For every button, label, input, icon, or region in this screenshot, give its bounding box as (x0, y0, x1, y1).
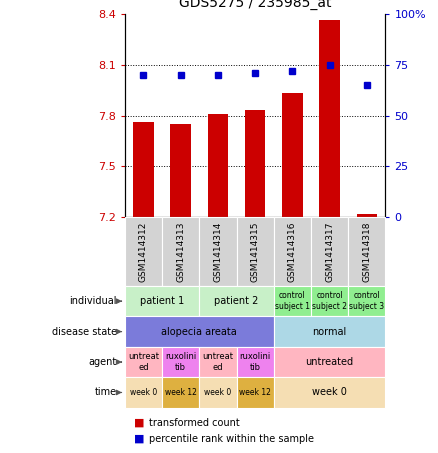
Bar (199, 377, 237, 408)
Bar (274, 217, 311, 286)
Text: untreat
ed: untreat ed (128, 352, 159, 372)
Bar (237, 347, 274, 377)
Bar (125, 377, 162, 408)
Text: ruxolini
tib: ruxolini tib (240, 352, 271, 372)
Text: week 0: week 0 (130, 388, 157, 397)
Text: transformed count: transformed count (149, 418, 240, 428)
Text: GSM1414314: GSM1414314 (213, 222, 223, 282)
Text: GSM1414313: GSM1414313 (176, 222, 185, 282)
Text: week 12: week 12 (239, 388, 271, 397)
Bar (125, 347, 162, 377)
Text: week 0: week 0 (312, 387, 347, 397)
Bar (319, 20, 340, 217)
Text: patient 1: patient 1 (140, 296, 184, 306)
Text: control
subject 3: control subject 3 (349, 291, 385, 311)
Bar (170, 124, 191, 217)
Text: week 12: week 12 (165, 388, 197, 397)
Bar (133, 122, 154, 217)
Text: ruxolini
tib: ruxolini tib (165, 352, 196, 372)
Text: individual: individual (70, 296, 117, 306)
Bar (348, 286, 385, 316)
Text: GSM1414317: GSM1414317 (325, 222, 334, 282)
Bar (125, 217, 162, 286)
Bar (245, 111, 265, 217)
Text: time: time (95, 387, 117, 397)
Text: GSM1414316: GSM1414316 (288, 222, 297, 282)
Text: control
subject 1: control subject 1 (275, 291, 310, 311)
Text: disease state: disease state (52, 327, 117, 337)
Bar (208, 114, 228, 217)
Text: untreated: untreated (306, 357, 353, 367)
Text: ■: ■ (134, 434, 144, 444)
Bar (274, 347, 385, 377)
Bar (162, 217, 199, 286)
Text: percentile rank within the sample: percentile rank within the sample (149, 434, 314, 444)
Text: untreat
ed: untreat ed (202, 352, 233, 372)
Bar (274, 377, 385, 408)
Text: week 0: week 0 (204, 388, 232, 397)
Bar (162, 377, 199, 408)
Text: control
subject 2: control subject 2 (312, 291, 347, 311)
Bar (274, 316, 385, 347)
Bar (357, 214, 377, 217)
Bar (199, 217, 237, 286)
Bar (125, 286, 199, 316)
Bar (199, 286, 274, 316)
Text: alopecia areata: alopecia areata (162, 327, 237, 337)
Bar (311, 286, 348, 316)
Text: normal: normal (312, 327, 347, 337)
Bar (282, 93, 303, 217)
Bar (237, 217, 274, 286)
Title: GDS5275 / 235985_at: GDS5275 / 235985_at (179, 0, 332, 10)
Text: GSM1414318: GSM1414318 (362, 222, 371, 282)
Bar (199, 347, 237, 377)
Bar (311, 217, 348, 286)
Bar (348, 217, 385, 286)
Bar (162, 347, 199, 377)
Text: GSM1414315: GSM1414315 (251, 222, 260, 282)
Bar (237, 377, 274, 408)
Bar (125, 316, 274, 347)
Bar (274, 286, 311, 316)
Text: GSM1414312: GSM1414312 (139, 222, 148, 282)
Text: agent: agent (89, 357, 117, 367)
Text: ■: ■ (134, 418, 144, 428)
Text: patient 2: patient 2 (214, 296, 259, 306)
